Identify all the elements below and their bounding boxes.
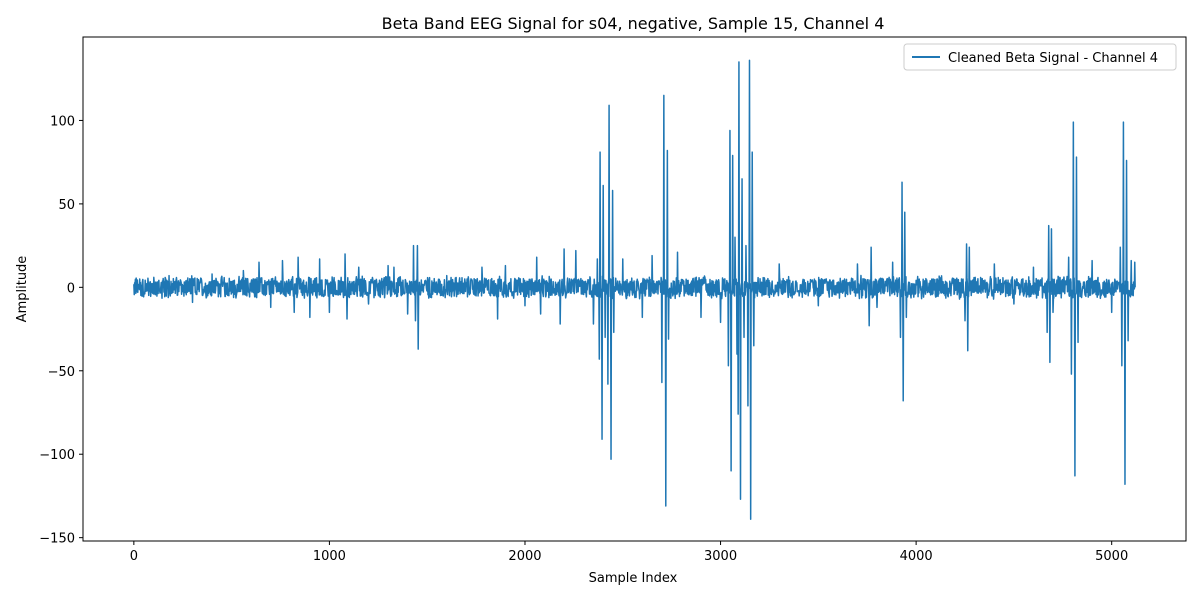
y-tick-label: 100 [50,114,75,129]
x-tick-label: 3000 [704,549,737,564]
y-tick-label: 0 [67,281,75,296]
legend-label: Cleaned Beta Signal - Channel 4 [948,51,1158,66]
series-line [133,59,1136,521]
x-tick-label: 5000 [1095,549,1128,564]
y-axis-label: Amplitude [15,256,30,323]
y-tick-label: −50 [48,365,75,380]
x-tick-label: 4000 [900,549,933,564]
y-tick-label: −150 [39,532,75,547]
series-group [133,59,1136,521]
y-tick-label: 50 [58,198,75,213]
x-tick-label: 1000 [313,549,346,564]
x-tick-label: 2000 [508,549,541,564]
y-tick-label: −100 [39,448,75,463]
legend: Cleaned Beta Signal - Channel 4 [903,43,1177,71]
plot-frame [82,36,1187,542]
legend-box [903,43,1177,71]
y-axis: −150 −100 −50 0 50 100 [39,114,83,547]
x-axis: 0 1000 2000 3000 4000 5000 [130,541,1128,564]
chart-title: Beta Band EEG Signal for s04, negative, … [382,14,885,33]
x-axis-label: Sample Index [589,571,678,586]
x-tick-label: 0 [130,549,138,564]
plot-area [82,36,1187,542]
